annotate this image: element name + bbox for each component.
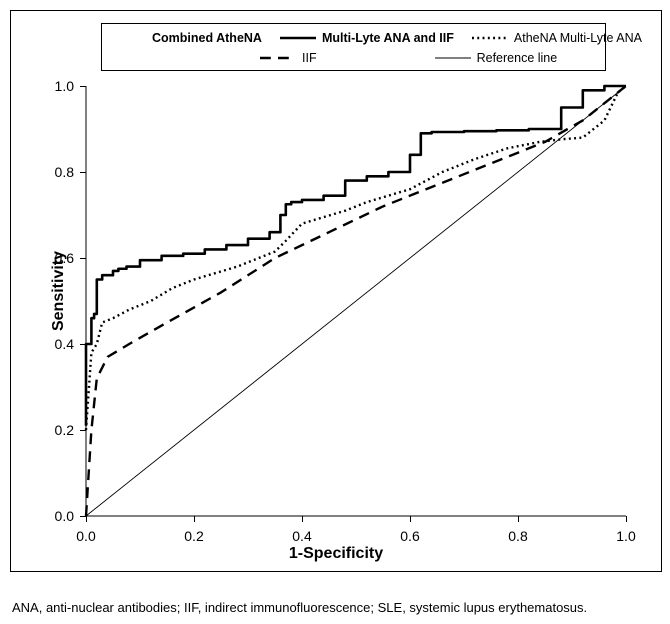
y-tick-label: 1.0 xyxy=(55,78,74,94)
x-tick xyxy=(410,516,411,522)
plot-area: 0.00.20.40.60.81.00.00.20.40.60.81.0 xyxy=(86,86,626,516)
legend-swatch-icon xyxy=(435,52,471,64)
x-tick-label: 0.2 xyxy=(184,528,203,544)
y-tick xyxy=(80,430,86,431)
y-tick-label: 0.2 xyxy=(55,422,74,438)
legend-row: Combined AtheNAMulti-Lyte ANA and IIFAth… xyxy=(110,28,597,48)
x-axis-label: 1-Specificity xyxy=(289,545,383,563)
legend-label: Combined AtheNA xyxy=(152,31,262,45)
legend-label: AtheNA Multi-Lyte ANA xyxy=(514,31,642,45)
legend-swatch-icon xyxy=(260,52,296,64)
legend-item: Multi-Lyte ANA and IIF xyxy=(280,31,454,45)
y-tick-label: 0.8 xyxy=(55,164,74,180)
legend-row: IIF Reference line xyxy=(110,48,597,68)
legend-label: Multi-Lyte ANA and IIF xyxy=(322,31,454,45)
x-tick xyxy=(302,516,303,522)
y-tick xyxy=(80,86,86,87)
legend-label: Reference line xyxy=(477,51,558,65)
x-tick xyxy=(626,516,627,522)
series-athena-multi-lyte-ana xyxy=(86,86,626,430)
roc-curves-svg xyxy=(86,86,626,516)
y-tick-label: 0.0 xyxy=(55,508,74,524)
legend-item: AtheNA Multi-Lyte ANA xyxy=(472,31,642,45)
x-tick xyxy=(518,516,519,522)
x-tick xyxy=(86,516,87,522)
x-tick-label: 1.0 xyxy=(616,528,635,544)
legend: Combined AtheNAMulti-Lyte ANA and IIFAth… xyxy=(101,23,606,71)
legend-label: IIF xyxy=(302,51,317,65)
x-tick-label: 0.4 xyxy=(292,528,311,544)
y-tick xyxy=(80,344,86,345)
figure-container: Combined AtheNA Multi-Lyte ANA and IIF Ath… xyxy=(0,0,670,624)
legend-swatch-icon xyxy=(280,32,316,44)
x-tick-label: 0.0 xyxy=(76,528,95,544)
legend-item: Combined AtheNA xyxy=(110,31,262,45)
y-tick xyxy=(80,258,86,259)
y-tick-label: 0.4 xyxy=(55,336,74,352)
legend-item: IIF xyxy=(260,51,317,65)
x-tick-label: 0.6 xyxy=(400,528,419,544)
y-axis-label: Sensitivity xyxy=(50,251,68,331)
chart-panel: Combined AtheNA Multi-Lyte ANA and IIF Ath… xyxy=(10,10,662,572)
y-tick xyxy=(80,172,86,173)
x-tick-label: 0.8 xyxy=(508,528,527,544)
series-reference-line xyxy=(86,86,626,516)
series-combined-athena xyxy=(86,86,626,426)
figure-caption: ANA, anti-nuclear antibodies; IIF, indir… xyxy=(12,600,658,616)
legend-item: Reference line xyxy=(435,51,558,65)
legend-swatch-icon xyxy=(472,32,508,44)
x-tick xyxy=(194,516,195,522)
